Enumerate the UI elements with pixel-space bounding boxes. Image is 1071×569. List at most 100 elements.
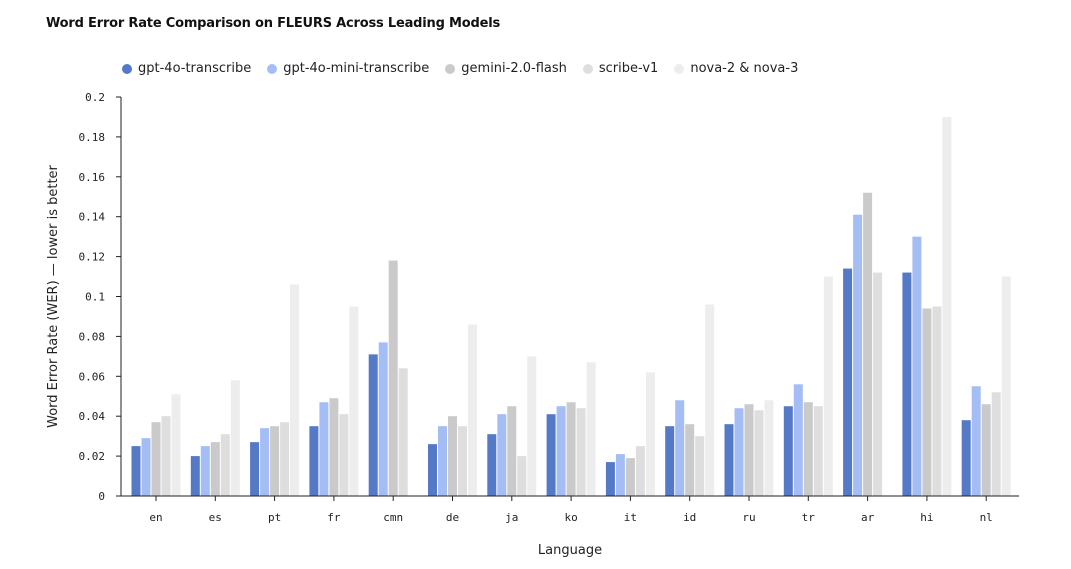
y-axis-ticks: 0 0.02 0.04 0.06 0.08 0.1 0.12 0.14 0.16 0.18 0.2 [79,91,121,503]
legend-item-gemini-2-0-flash: gemini-2.0-flash [445,61,567,76]
x-tick-label: id [683,511,696,524]
bar-de-gemini-2-0-flash [448,416,457,496]
legend-label: scribe-v1 [598,61,659,76]
bar-es-gpt-4o-mini-transcribe [200,446,210,496]
legend-label: gpt-4o-transcribe [138,61,252,76]
legend-swatch [674,63,685,74]
bar-it-gemini-2-0-flash [625,458,635,496]
legend-swatch [267,63,278,74]
bar-id-gpt-4o-mini-transcribe [675,400,685,496]
bar-it-gpt-4o-transcribe [605,462,615,496]
bar-ru-nova-2-nova-3 [764,400,774,496]
bar-ja-nova-2-nova-3 [527,356,537,496]
bar-nl-gpt-4o-mini-transcribe [971,386,981,496]
bar-tr-scribe-v1 [813,406,823,496]
bar-ar-gpt-4o-transcribe [843,268,853,496]
chart-title: Word Error Rate Comparison on FLEURS Acr… [46,16,501,31]
bar-pt-nova-2-nova-3 [290,284,300,496]
bar-nl-gemini-2-0-flash [981,404,991,496]
bar-hi-scribe-v1 [932,306,942,496]
y-tick-label: 0.02 [79,450,106,463]
bar-ar-gpt-4o-mini-transcribe [853,214,863,496]
bar-es-gemini-2-0-flash [210,442,220,496]
x-tick-label: ru [742,511,755,524]
bar-fr-scribe-v1 [339,414,349,496]
y-tick-label: 0.12 [79,251,106,264]
bar-it-scribe-v1 [635,446,645,496]
y-axis-title: Word Error Rate (WER) — lower is better [46,164,61,427]
bar-es-gpt-4o-transcribe [190,456,200,496]
bar-ja-gpt-4o-transcribe [487,434,497,496]
x-tick-label: nl [980,511,993,524]
x-tick-label: tr [802,511,816,524]
bar-ja-gemini-2-0-flash [507,406,517,496]
bar-ar-scribe-v1 [873,272,883,496]
bar-hi-gpt-4o-transcribe [902,272,912,496]
x-tick-label: fr [327,511,341,524]
y-tick-label: 0.08 [79,330,106,343]
x-axis-title: Language [538,543,602,558]
x-tick-label: en [149,511,162,524]
bar-ja-gpt-4o-mini-transcribe [497,414,507,496]
y-tick-label: 0 [98,490,105,503]
bar-id-gemini-2-0-flash [685,424,695,496]
bar-ja-scribe-v1 [517,456,527,496]
bar-pt-scribe-v1 [280,422,290,496]
bar-cmn-gpt-4o-transcribe [368,354,378,496]
bar-ru-gemini-2-0-flash [744,404,754,496]
legend-item-nova-2-nova-3: nova-2 & nova-3 [674,61,798,76]
bar-ko-scribe-v1 [576,408,586,496]
bar-id-gpt-4o-transcribe [665,426,675,496]
bar-ru-gpt-4o-mini-transcribe [734,408,744,496]
x-tick-label: de [446,511,459,524]
legend: gpt-4o-transcribe gpt-4o-mini-transcribe… [122,61,814,76]
bar-tr-gpt-4o-mini-transcribe [793,384,803,496]
bar-ko-gemini-2-0-flash [566,402,576,496]
bar-hi-gemini-2-0-flash [922,308,932,496]
bar-en-gpt-4o-transcribe [131,446,141,496]
legend-item-gpt-4o-mini-transcribe: gpt-4o-mini-transcribe [267,61,429,76]
y-tick-label: 0.14 [79,211,106,224]
bar-ru-gpt-4o-transcribe [724,424,734,496]
bar-id-scribe-v1 [695,436,705,496]
y-tick-label: 0.06 [79,370,106,383]
bar-cmn-scribe-v1 [398,368,408,496]
bar-cmn-gemini-2-0-flash [388,260,398,496]
x-tick-label: it [624,511,637,524]
bar-en-gemini-2-0-flash [151,422,161,496]
bar-it-nova-2-nova-3 [645,372,655,496]
y-tick-label: 0.04 [79,410,106,423]
bar-ar-gemini-2-0-flash [863,192,873,496]
x-tick-label: ar [861,511,875,524]
x-tick-label: ko [564,511,577,524]
bar-ko-gpt-4o-transcribe [546,414,556,496]
bar-pt-gpt-4o-mini-transcribe [260,428,270,496]
bars [131,116,1011,496]
bar-es-scribe-v1 [220,434,230,496]
bar-de-gpt-4o-mini-transcribe [438,426,447,496]
bar-id-nova-2-nova-3 [705,304,715,496]
y-tick-label: 0.18 [79,131,106,144]
legend-swatch [122,63,132,74]
bar-en-gpt-4o-mini-transcribe [141,438,151,496]
bar-tr-nova-2-nova-3 [823,276,833,496]
bar-en-scribe-v1 [161,416,171,496]
y-tick-label: 0.2 [85,91,105,104]
bar-de-nova-2-nova-3 [468,324,477,496]
bar-tr-gpt-4o-transcribe [783,406,793,496]
x-tick-label: ja [505,511,518,524]
x-axis-ticks: en es pt fr cmn de ja ko it id ru tr ar hi nl [149,496,993,524]
bar-de-scribe-v1 [458,426,467,496]
bar-hi-nova-2-nova-3 [942,116,952,496]
bar-de-gpt-4o-transcribe [428,444,437,496]
bar-tr-gemini-2-0-flash [803,402,813,496]
y-tick-label: 0.1 [85,291,105,304]
x-tick-label: es [209,511,222,524]
bar-ru-scribe-v1 [754,410,764,496]
legend-swatch [445,63,456,74]
y-tick-label: 0.16 [79,171,106,184]
bar-it-gpt-4o-mini-transcribe [615,454,625,496]
bar-nl-gpt-4o-transcribe [961,420,971,496]
bar-fr-gpt-4o-mini-transcribe [319,402,329,496]
